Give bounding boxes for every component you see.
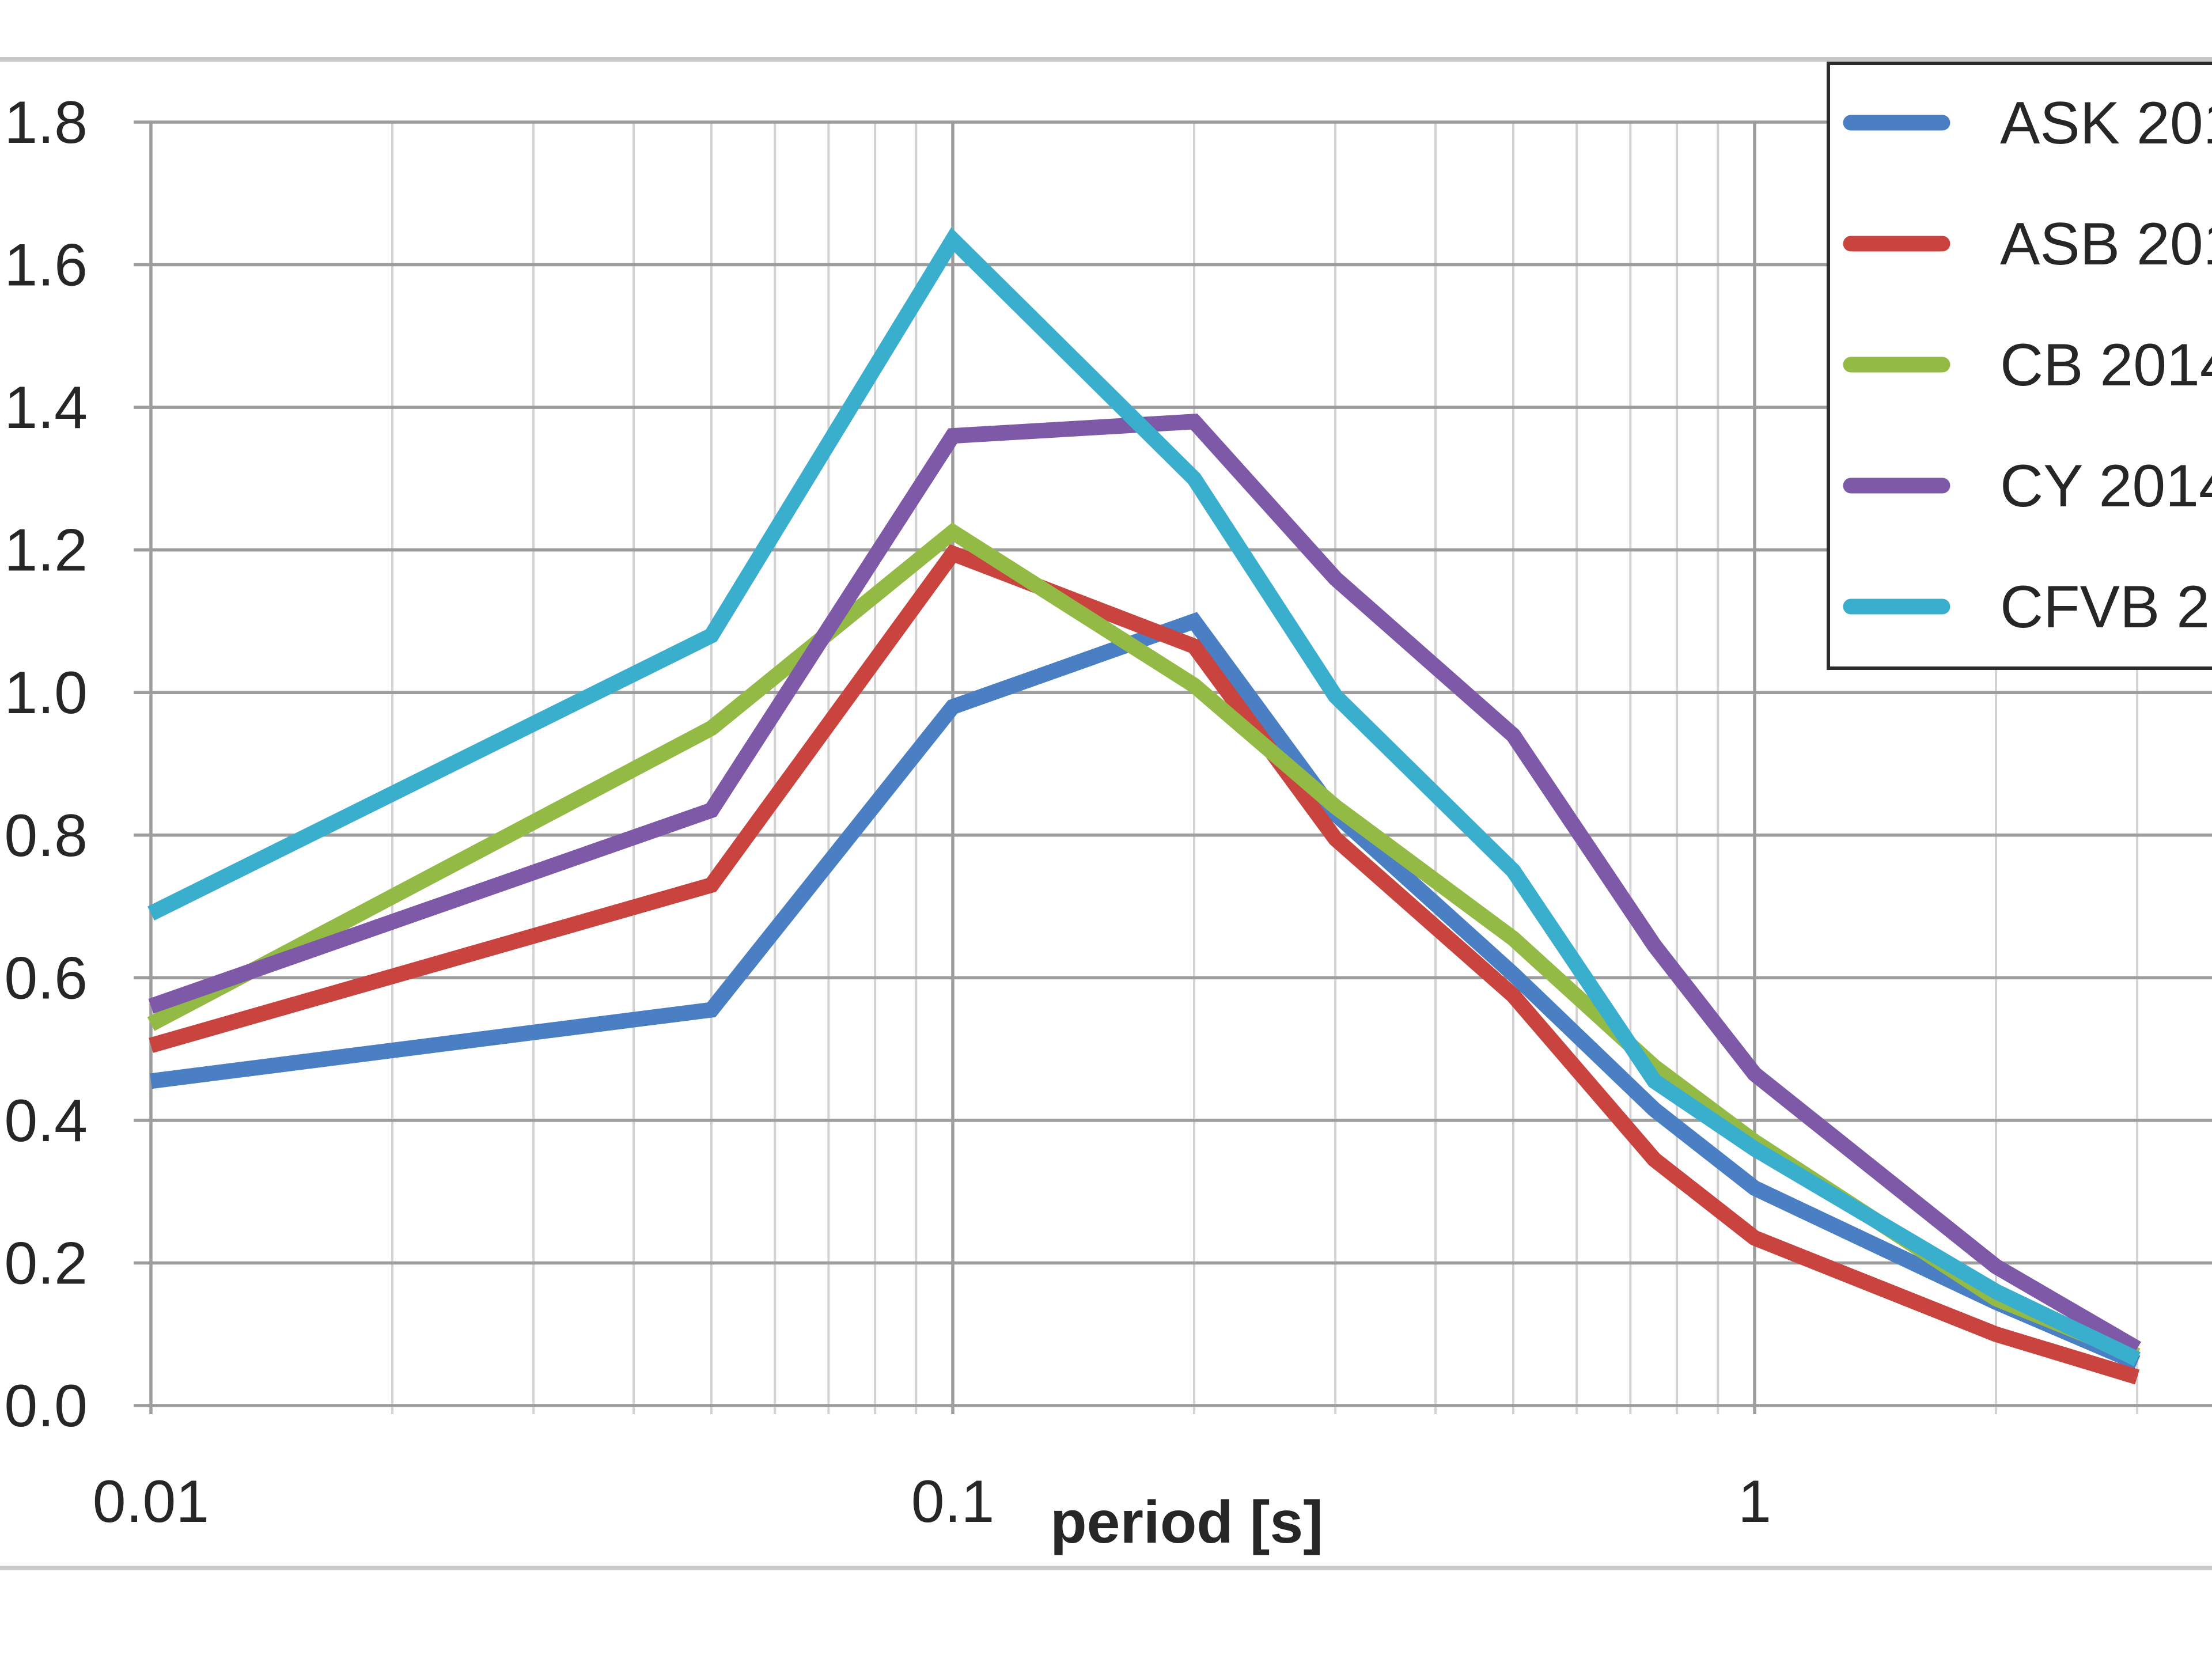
y-tick-label: 1.0 <box>4 660 88 726</box>
y-tick-label: 1.4 <box>4 374 88 441</box>
y-tick-label: 1.8 <box>4 89 88 156</box>
x-tick-label: 1 <box>1738 1468 1771 1535</box>
x-tick-label: 0.1 <box>911 1468 995 1535</box>
major-gridlines <box>134 120 2212 1414</box>
y-tick-label: 0.8 <box>4 802 88 869</box>
y-tick-label: 0.6 <box>4 945 88 1012</box>
legend-label: ASK 201 <box>2000 90 2212 157</box>
y-tick-label: 0.0 <box>4 1373 88 1440</box>
legend-label: CB 2014 <box>2000 332 2212 399</box>
series-line-asb-201 <box>149 544 2140 1385</box>
legend-entries: ASK 201 ASB 201 CB 2014 CY 2014 CFVB 20 <box>1843 90 2212 641</box>
y-tick-label: 1.2 <box>4 517 88 584</box>
y-tick-label: 0.4 <box>4 1088 88 1154</box>
series-lines <box>147 227 2141 1385</box>
series-line-cy-2014 <box>148 414 2141 1355</box>
x-tick-label: 0.01 <box>93 1468 209 1535</box>
series-line-cfvb-20 <box>147 227 2141 1366</box>
legend-label: CFVB 20 <box>2000 574 2212 641</box>
minor-gridlines <box>391 122 2139 1414</box>
y-tick-label: 1.6 <box>4 232 88 299</box>
series-line-ask-201 <box>150 612 2141 1370</box>
y-tick-label: 0.2 <box>4 1230 88 1297</box>
legend-label: ASB 201 <box>2000 211 2212 278</box>
x-axis-tick-labels: 0.01 0.1 1 <box>93 1468 1771 1535</box>
y-axis-tick-labels: 0.0 0.2 0.4 0.6 0.8 1.0 1.2 1.4 1.6 1.8 <box>4 89 88 1440</box>
legend-label: CY 2014 <box>2000 453 2212 520</box>
legend: ASK 201 ASB 201 CB 2014 CY 2014 CFVB 20 <box>1827 62 2212 670</box>
x-axis-title: period [s] <box>1050 1489 1323 1556</box>
